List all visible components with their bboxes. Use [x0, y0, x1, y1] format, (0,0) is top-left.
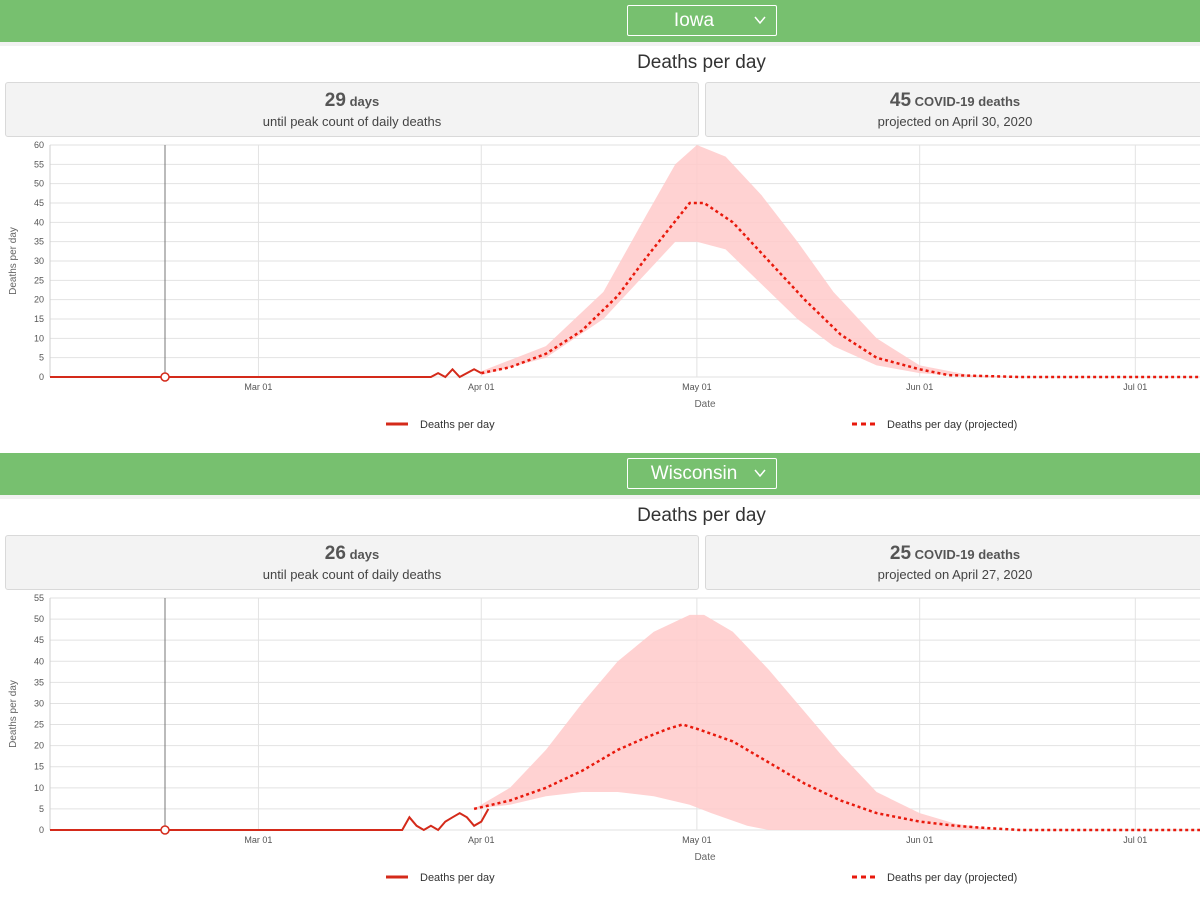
x-tick-label: Jun 01 [906, 382, 933, 392]
state-dropdown-label: Wisconsin [650, 463, 738, 484]
y-tick-label: 0 [39, 372, 44, 382]
x-tick-label: May 01 [682, 382, 712, 392]
x-tick-label: Apr 01 [468, 835, 495, 845]
peak-days-value: 26 [324, 543, 346, 564]
today-marker-point [160, 825, 170, 835]
y-tick-label: 5 [39, 353, 44, 363]
legend-label-projected: Deaths per day (projected) [887, 872, 1017, 884]
peak-days-unit: days [349, 94, 380, 109]
series-line-deaths-projected [473, 723, 1200, 832]
state-panel-wisconsin: Wisconsin Deaths per day 26 days until p… [0, 453, 1200, 906]
y-tick-label: 25 [34, 720, 44, 730]
y-tick-label: 55 [34, 593, 44, 603]
y-tick-label: 20 [34, 295, 44, 305]
legend-label-actual: Deaths per day [420, 872, 495, 884]
legend-label-projected: Deaths per day (projected) [887, 419, 1017, 431]
deaths-per-day-chart: 0 5 10 15 20 25 30 35 40 45 50 55 60 Mar 01 Apr 01 May … [8, 140, 1200, 431]
y-tick-label: 45 [34, 198, 44, 208]
y-tick-label: 10 [34, 333, 44, 343]
y-tick-label: 20 [34, 741, 44, 751]
y-axis-title: Deaths per day [8, 227, 19, 295]
divider [0, 495, 1200, 499]
series-line-deaths-per-day [50, 808, 490, 832]
x-tick-label: Jul 01 [1123, 835, 1147, 845]
y-tick-label: 50 [34, 614, 44, 624]
peak-deaths-card: 25 COVID-19 deaths projected on April 27… [705, 535, 1200, 590]
peak-days-card: 26 days until peak count of daily deaths [5, 535, 699, 590]
peak-deaths-value: 45 [889, 90, 912, 111]
x-tick-label: Mar 01 [244, 835, 272, 845]
x-tick-label: Apr 01 [468, 382, 495, 392]
series-line-deaths-projected [481, 201, 1200, 379]
x-tick-label: May 01 [682, 835, 712, 845]
y-tick-label: 5 [39, 804, 44, 814]
y-tick-label: 10 [34, 783, 44, 793]
x-tick-label: Mar 01 [244, 382, 272, 392]
x-axis-title: Date [694, 852, 716, 863]
chevron-down-icon [754, 16, 766, 25]
peak-deaths-caption: projected on April 30, 2020 [877, 114, 1033, 129]
y-tick-label: 35 [34, 677, 44, 687]
peak-deaths-caption: projected on April 27, 2020 [877, 567, 1033, 582]
header-bar: Wisconsin [0, 453, 1200, 495]
state-panel-iowa: Iowa Deaths per day 29 days until peak c… [0, 0, 1200, 453]
peak-days-card: 29 days until peak count of daily deaths [5, 82, 699, 137]
legend-label-actual: Deaths per day [420, 419, 495, 431]
chart-title: Deaths per day [637, 52, 766, 73]
chevron-down-icon [754, 469, 766, 478]
y-tick-label: 50 [34, 179, 44, 189]
deaths-per-day-chart: 0 5 10 15 20 25 30 35 40 45 50 55 Mar 01 Apr 01 May 01… [8, 593, 1200, 884]
peak-deaths-value: 25 [889, 543, 912, 564]
header-bar: Iowa [0, 0, 1200, 42]
y-tick-label: 40 [34, 217, 44, 227]
y-tick-label: 30 [34, 256, 44, 266]
peak-deaths-unit: COVID-19 deaths [914, 94, 1021, 109]
y-tick-label: 45 [34, 635, 44, 645]
peak-days-unit: days [349, 547, 380, 562]
y-tick-label: 25 [34, 275, 44, 285]
y-tick-label: 40 [34, 656, 44, 666]
y-tick-label: 55 [34, 159, 44, 169]
peak-days-value: 29 [324, 90, 346, 111]
y-tick-label: 30 [34, 698, 44, 708]
y-tick-label: 35 [34, 237, 44, 247]
divider [0, 42, 1200, 46]
uncertainty-band [481, 145, 1021, 377]
uncertainty-band [474, 614, 999, 830]
peak-deaths-unit: COVID-19 deaths [914, 547, 1021, 562]
state-dropdown[interactable]: Iowa [627, 5, 777, 36]
state-dropdown[interactable]: Wisconsin [627, 458, 777, 489]
peak-deaths-card: 45 COVID-19 deaths projected on April 30… [705, 82, 1200, 137]
peak-days-caption: until peak count of daily deaths [262, 567, 442, 582]
y-tick-label: 15 [34, 762, 44, 772]
y-tick-label: 15 [34, 314, 44, 324]
x-tick-label: Jul 01 [1123, 382, 1147, 392]
x-axis-title: Date [694, 399, 716, 410]
today-marker-point [160, 372, 170, 382]
y-tick-label: 60 [34, 140, 44, 150]
chart-title: Deaths per day [637, 505, 766, 526]
x-tick-label: Jun 01 [906, 835, 933, 845]
series-line-deaths-per-day [50, 367, 482, 379]
state-dropdown-label: Iowa [673, 10, 715, 31]
y-tick-label: 0 [39, 825, 44, 835]
peak-days-caption: until peak count of daily deaths [262, 114, 442, 129]
y-axis-title: Deaths per day [8, 680, 19, 748]
